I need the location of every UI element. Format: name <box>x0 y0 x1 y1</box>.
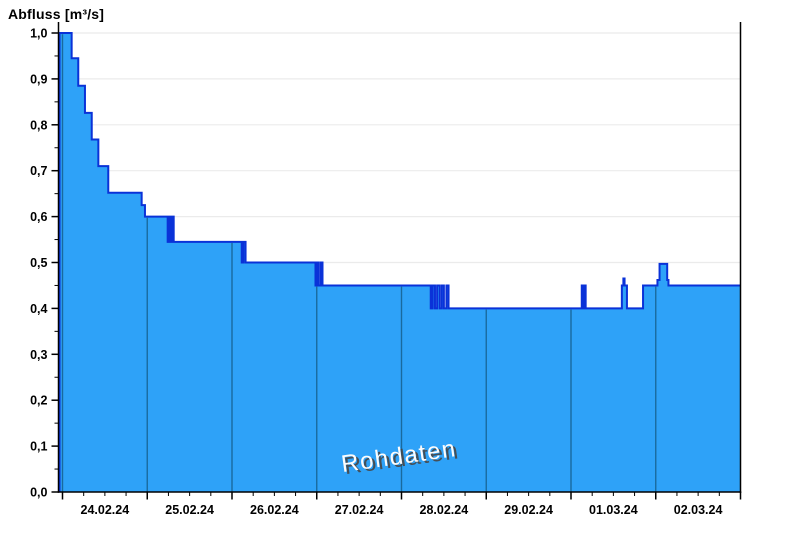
chart-title: Abfluss [m³/s] <box>8 6 105 22</box>
x-date-label: 25.02.24 <box>165 503 214 517</box>
discharge-area-fill <box>59 33 741 492</box>
y-tick-label: 0,0 <box>30 486 47 500</box>
x-date-label: 29.02.24 <box>504 503 553 517</box>
discharge-step-outline <box>58 32 741 492</box>
day-divider-lines <box>61 34 657 492</box>
x-date-label: 01.03.24 <box>589 503 638 517</box>
x-date-label: 24.02.24 <box>81 503 130 517</box>
axes <box>57 22 742 493</box>
y-tick-label: 0,9 <box>30 72 47 86</box>
x-date-label: 02.03.24 <box>674 503 723 517</box>
y-tick-label: 0,4 <box>30 302 47 316</box>
y-tick-label: 0,3 <box>30 348 47 362</box>
x-date-label: 26.02.24 <box>250 503 299 517</box>
y-tick-label: 0,2 <box>30 394 47 408</box>
y-tick-label: 0,1 <box>30 440 47 454</box>
y-tick-label: 1,0 <box>30 27 47 41</box>
y-tick-label: 0,8 <box>30 118 47 132</box>
y-tick-label: 0,7 <box>30 164 47 178</box>
x-date-label: 28.02.24 <box>420 503 469 517</box>
y-axis-ticks: 0,0 0,1 0,2 0,3 0,4 0,5 0,6 0,7 0,8 0,9 1,0 <box>30 27 59 500</box>
y-tick-label: 0,5 <box>30 256 47 270</box>
y-tick-label: 0,6 <box>30 210 47 224</box>
x-date-label: 27.02.24 <box>335 503 384 517</box>
x-axis-ticks: 24.02.24 25.02.24 26.02.24 27.02.24 28.02.24… <box>61 492 742 517</box>
